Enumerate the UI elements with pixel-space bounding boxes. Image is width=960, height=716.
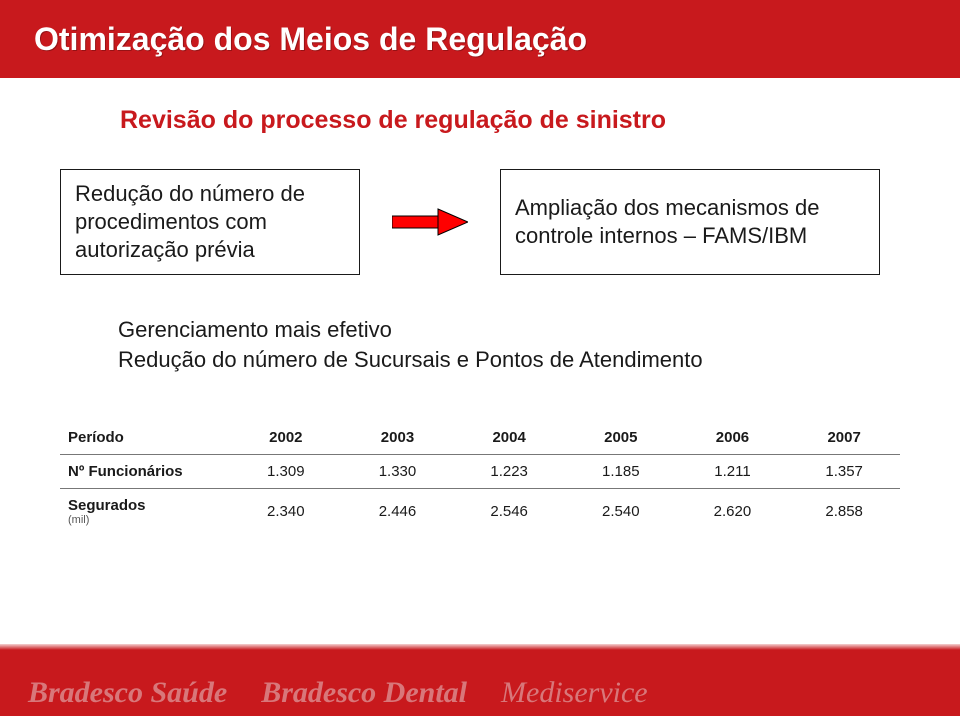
row-label-text: Segurados [68, 497, 146, 514]
brand-dental: Bradesco Dental [261, 676, 467, 710]
box-reduction: Redução do número de procedimentos com a… [60, 169, 360, 275]
cell: 1.185 [565, 454, 677, 488]
table-row: Segurados (mil) 2.340 2.446 2.546 2.540 … [60, 488, 900, 534]
col-header-2005: 2005 [565, 421, 677, 455]
row-label-segurados: Segurados (mil) [60, 488, 230, 534]
box-amplification: Ampliação dos mecanismos de controle int… [500, 169, 880, 275]
footer-bar: Bradesco Saúde Bradesco Dental Mediservi… [0, 644, 960, 716]
row-label-text: Nº Funcionários [68, 463, 183, 480]
page-title: Otimização dos Meios de Regulação [34, 21, 587, 58]
data-table: Período 2002 2003 2004 2005 2006 2007 Nº… [60, 421, 900, 534]
cell: 1.211 [677, 454, 789, 488]
cell: 1.330 [342, 454, 454, 488]
col-header-2007: 2007 [788, 421, 900, 455]
subtitle: Revisão do processo de regulação de sini… [120, 106, 910, 135]
cell: 1.309 [230, 454, 342, 488]
row-sublabel: (mil) [68, 514, 226, 526]
header-bar: Otimização dos Meios de Regulação [0, 0, 960, 78]
cell: 2.540 [565, 488, 677, 534]
col-header-2006: 2006 [677, 421, 789, 455]
row-label-funcionarios: Nº Funcionários [60, 454, 230, 488]
footer-brands: Bradesco Saúde Bradesco Dental Mediservi… [28, 676, 648, 710]
cell: 2.620 [677, 488, 789, 534]
main-content: Revisão do processo de regulação de sini… [0, 78, 960, 644]
col-header-2004: 2004 [453, 421, 565, 455]
table-row: Nº Funcionários 1.309 1.330 1.223 1.185 … [60, 454, 900, 488]
col-header-2002: 2002 [230, 421, 342, 455]
table-header-row: Período 2002 2003 2004 2005 2006 2007 [60, 421, 900, 455]
col-header-2003: 2003 [342, 421, 454, 455]
brand-saude: Bradesco Saúde [28, 676, 227, 710]
col-header-periodo: Período [60, 421, 230, 455]
mid-text: Gerenciamento mais efetivo Redução do nú… [118, 315, 910, 374]
cell: 2.446 [342, 488, 454, 534]
arrow-icon [388, 169, 472, 275]
cell: 2.546 [453, 488, 565, 534]
cell: 2.340 [230, 488, 342, 534]
brand-mediservice: Mediservice [501, 676, 648, 710]
cell: 1.223 [453, 454, 565, 488]
cell: 1.357 [788, 454, 900, 488]
boxes-row: Redução do número de procedimentos com a… [60, 169, 910, 275]
cell: 2.858 [788, 488, 900, 534]
